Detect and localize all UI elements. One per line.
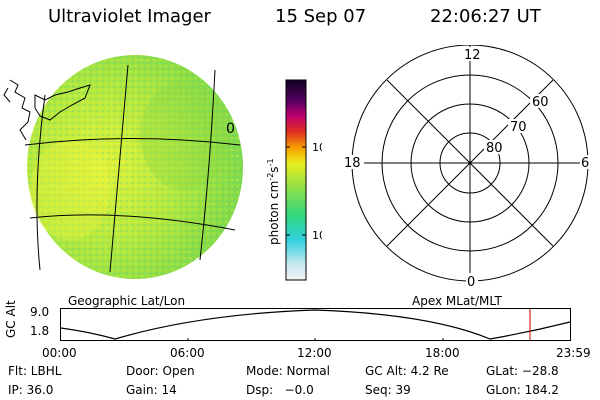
timeline-ylabel-top: 9.0 (30, 305, 50, 319)
earth-disk (27, 55, 243, 279)
timeline-axis-title: GC Alt (4, 300, 18, 338)
lat-label-80: 80 (486, 141, 503, 156)
status-dsp: Dsp: −0.0 (246, 383, 314, 397)
status-gc-alt: GC Alt: 4.2 Re (365, 364, 449, 378)
lat-label-70: 70 (510, 120, 527, 135)
status-seq: Seq: 39 (365, 383, 411, 397)
timeline-xlabel-1200: 12:00 (297, 346, 332, 360)
colorbar-tick-10: 10 (312, 229, 322, 242)
mlt-label-0: 0 (467, 275, 475, 290)
panel-marker-zero: 0 (226, 121, 235, 137)
mlt-label-6: 6 (581, 156, 589, 171)
instrument-title: Ultraviolet Imager (48, 6, 211, 27)
status-gain: Gain: 14 (126, 383, 177, 397)
timeline-xlabel-0600: 06:00 (170, 346, 205, 360)
mlt-label-18: 18 (344, 156, 361, 171)
status-glon: GLon: 184.2 (486, 383, 559, 397)
colorbar-tick-100: 100 (312, 141, 322, 154)
status-mode: Mode: Normal (246, 364, 330, 378)
status-glat: GLat: −28.8 (486, 364, 559, 378)
date-label: 15 Sep 07 (275, 6, 367, 27)
timeline-xlabel-2359: 23:59 (556, 346, 591, 360)
status-ip: IP: 36.0 (8, 383, 54, 397)
mlt-label-12: 12 (464, 48, 481, 63)
left-panel-caption: Geographic Lat/Lon (68, 294, 186, 308)
altitude-timeline (60, 308, 571, 341)
timeline-ylabel-bottom: 1.8 (30, 324, 50, 338)
colorbar: 100 10 photon cm-2s-1 (266, 79, 322, 281)
time-label: 22:06:27 UT (430, 6, 541, 27)
lat-label-60: 60 (532, 95, 549, 110)
polar-caption: Apex MLat/MLT (412, 294, 502, 308)
status-door: Door: Open (126, 364, 195, 378)
polar-plot: 12 18 6 0 60 70 80 (342, 45, 592, 290)
coastline (3, 79, 91, 141)
colorbar-scale (285, 79, 307, 281)
status-filter: Flt: LBHL (8, 364, 62, 378)
colorbar-unit-label: photon cm-2s-1 (266, 158, 281, 245)
timeline-xlabel-1800: 18:00 (425, 346, 460, 360)
timeline-xlabel-0000: 00:00 (42, 346, 77, 360)
uv-image-panel: 0 (3, 55, 243, 279)
